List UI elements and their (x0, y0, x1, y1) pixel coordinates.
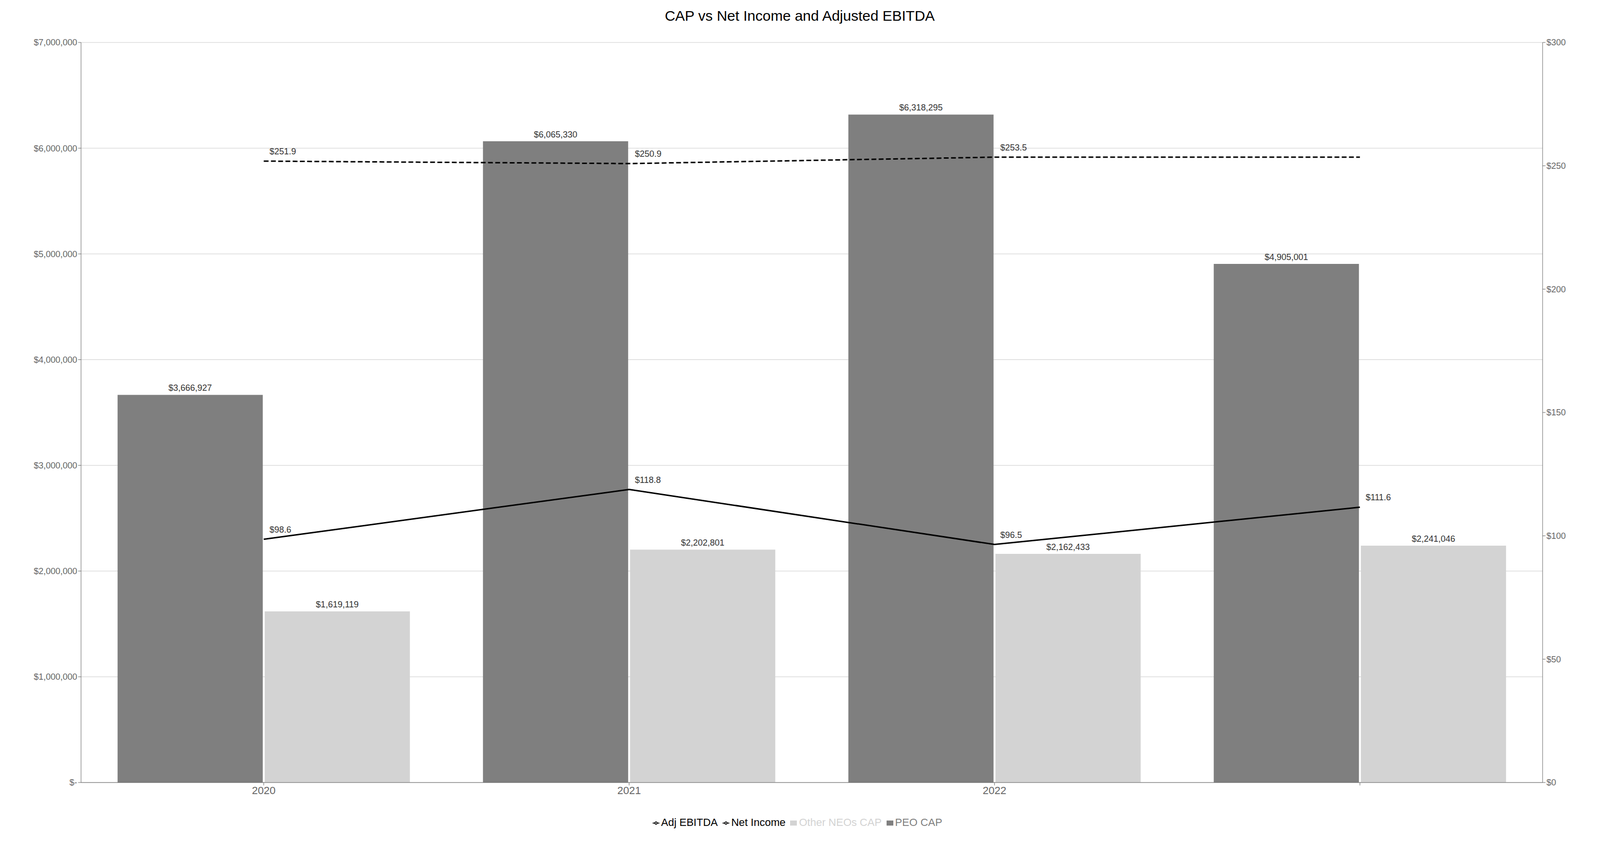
svg-text:$4,905,001: $4,905,001 (1264, 252, 1309, 262)
svg-text:2021: 2021 (617, 784, 642, 797)
svg-text:$96.5: $96.5 (1000, 530, 1023, 540)
svg-text:$2,162,433: $2,162,433 (1046, 542, 1090, 552)
svg-text:2020: 2020 (251, 784, 276, 797)
svg-text:$5,000,000: $5,000,000 (33, 249, 78, 260)
html-text:CAP vs Net Income and Adjusted: CAP vs Net Income and Adjusted EBITDA (664, 7, 935, 24)
html-text:Other NEOs CAP: Other NEOs CAP (799, 816, 882, 829)
svg-text:$250: $250 (1546, 161, 1566, 171)
svg-text:$98.6: $98.6 (269, 524, 292, 535)
svg-text:$2,000,000: $2,000,000 (33, 566, 78, 576)
svg-text:$253.5: $253.5 (1000, 142, 1027, 153)
html-text:Net Income: Net Income (731, 816, 786, 829)
html-text:Adj EBITDA: Adj EBITDA (661, 816, 718, 829)
html-text:PEO CAP: PEO CAP (895, 816, 943, 829)
svg-text:$111.6: $111.6 (1365, 492, 1391, 503)
svg-text:$300: $300 (1546, 37, 1566, 48)
svg-text:$3,000,000: $3,000,000 (33, 460, 78, 471)
svg-text:$3,666,927: $3,666,927 (168, 382, 212, 393)
svg-text:$1,619,119: $1,619,119 (315, 599, 359, 610)
svg-text:$0: $0 (1546, 777, 1557, 788)
svg-text:$250.9: $250.9 (634, 149, 662, 159)
svg-text:$50: $50 (1546, 654, 1561, 665)
svg-text:$118.8: $118.8 (634, 475, 661, 485)
svg-text:$251.9: $251.9 (269, 146, 297, 157)
svg-text:$1,000,000: $1,000,000 (33, 671, 78, 682)
svg-text:$6,065,330: $6,065,330 (533, 129, 578, 140)
svg-text:$2,241,046: $2,241,046 (1411, 533, 1456, 544)
svg-text:$-: $- (69, 777, 78, 788)
svg-text:2022: 2022 (982, 784, 1007, 797)
svg-text:$2,202,801: $2,202,801 (681, 537, 725, 548)
svg-text:$150: $150 (1546, 407, 1566, 418)
svg-text:$100: $100 (1546, 531, 1566, 541)
svg-text:$4,000,000: $4,000,000 (33, 355, 78, 365)
svg-text:$200: $200 (1546, 284, 1566, 295)
svg-text:$6,318,295: $6,318,295 (899, 102, 943, 113)
svg-text:$6,000,000: $6,000,000 (33, 143, 78, 154)
svg-text:$7,000,000: $7,000,000 (33, 37, 78, 48)
